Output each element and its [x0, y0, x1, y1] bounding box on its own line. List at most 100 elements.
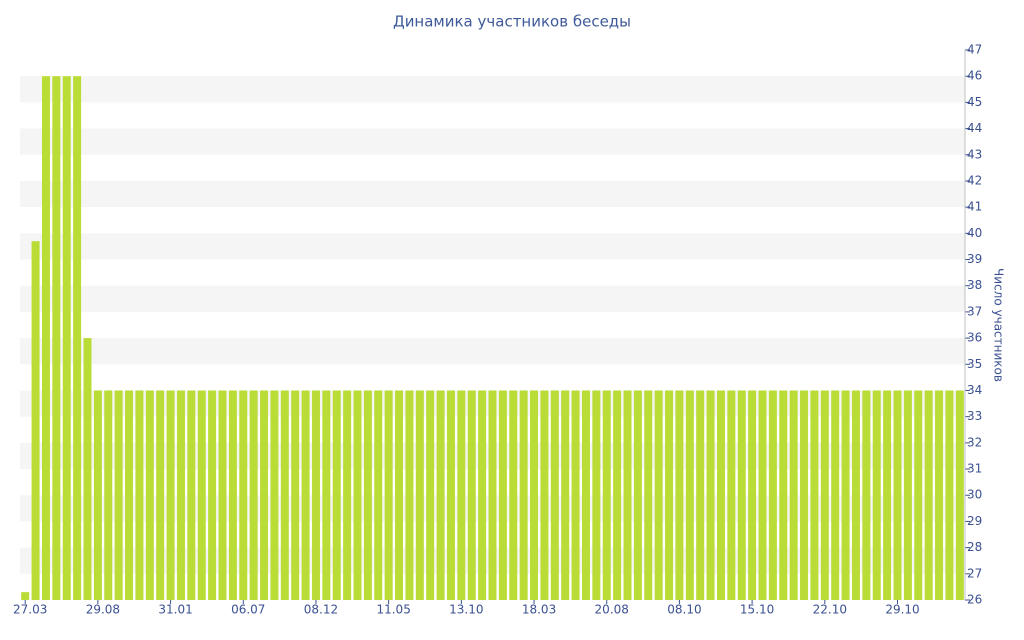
bar [800, 390, 809, 600]
bar [467, 390, 476, 600]
x-tick-label: 11.05 [376, 603, 410, 617]
bar [457, 390, 466, 600]
bar [135, 390, 144, 600]
bar [187, 390, 196, 600]
bar [332, 390, 341, 600]
bar [280, 390, 289, 600]
grid-band [20, 180, 965, 208]
bar [613, 390, 622, 600]
bar [561, 390, 570, 600]
x-tick-label: 13.10 [449, 603, 483, 617]
bar [519, 390, 528, 600]
bar [727, 390, 736, 600]
bar [301, 390, 310, 600]
bar [540, 390, 549, 600]
bar [872, 390, 881, 600]
bar [841, 390, 850, 600]
y-tick-label: 46 [967, 69, 982, 83]
chart-title: Динамика участников беседы [393, 13, 631, 31]
x-tick-label: 27.03 [13, 603, 47, 617]
bar [83, 338, 92, 600]
bar [166, 390, 175, 600]
bar [384, 390, 393, 600]
bar [706, 390, 715, 600]
bar [851, 390, 860, 600]
bar [311, 390, 320, 600]
bar [21, 592, 30, 600]
bar [716, 390, 725, 600]
y-tick-label: 37 [967, 304, 982, 318]
bar [893, 390, 902, 600]
bar [363, 390, 372, 600]
bar [270, 390, 279, 600]
bar [52, 76, 61, 600]
grid-band [20, 128, 965, 155]
bar [696, 390, 705, 600]
bar [623, 390, 632, 600]
bar [478, 390, 487, 600]
y-tick-label: 30 [967, 488, 982, 502]
bar [862, 390, 871, 600]
y-tick-label: 33 [967, 409, 982, 423]
bar [768, 390, 777, 600]
grid-band [20, 338, 965, 365]
x-tick-label: 08.10 [667, 603, 701, 617]
bar [353, 390, 362, 600]
bar [758, 390, 767, 600]
bar [592, 390, 601, 600]
y-tick-label: 45 [967, 95, 982, 109]
grid-band [20, 76, 965, 103]
bar [197, 390, 206, 600]
y-tick-label: 44 [967, 121, 982, 135]
bar [498, 390, 507, 600]
bar [488, 390, 497, 600]
bar [322, 390, 331, 600]
bar [644, 390, 653, 600]
bar [810, 390, 819, 600]
bar [104, 390, 113, 600]
bar [530, 390, 539, 600]
bar [924, 390, 933, 600]
y-tick-label: 32 [967, 435, 982, 449]
bar [550, 390, 559, 600]
bar [218, 390, 227, 600]
bar [914, 390, 923, 600]
bar [883, 390, 892, 600]
x-tick-label: 20.08 [595, 603, 629, 617]
y-tick-label: 27 [967, 566, 982, 580]
bar [228, 390, 237, 600]
y-tick-label: 34 [967, 383, 982, 397]
bar [945, 390, 954, 600]
bar [31, 241, 40, 600]
x-tick-label: 29.10 [885, 603, 919, 617]
bar [509, 390, 518, 600]
y-tick-label: 36 [967, 331, 982, 345]
y-tick-label: 38 [967, 278, 982, 292]
y-tick-label: 28 [967, 540, 982, 554]
bar [903, 390, 912, 600]
y-axis-title: Число участников [992, 268, 1006, 382]
bar [748, 390, 757, 600]
bar [675, 390, 684, 600]
x-tick-label: 08.12 [304, 603, 338, 617]
bar [239, 390, 248, 600]
y-tick-label: 43 [967, 147, 982, 161]
y-tick-label: 31 [967, 462, 982, 476]
x-tick-label: 18.03 [522, 603, 556, 617]
grid-band [20, 285, 965, 312]
bar [820, 390, 829, 600]
bar [93, 390, 102, 600]
x-tick-label: 29.08 [86, 603, 120, 617]
bar [260, 390, 269, 600]
bar [685, 390, 694, 600]
bar [831, 390, 840, 600]
x-tick-label: 15.10 [740, 603, 774, 617]
y-tick-label: 47 [967, 43, 982, 57]
bar [405, 390, 414, 600]
bar [737, 390, 746, 600]
bar [41, 76, 50, 600]
bar [374, 390, 383, 600]
bar [436, 390, 445, 600]
y-tick-label: 35 [967, 357, 982, 371]
